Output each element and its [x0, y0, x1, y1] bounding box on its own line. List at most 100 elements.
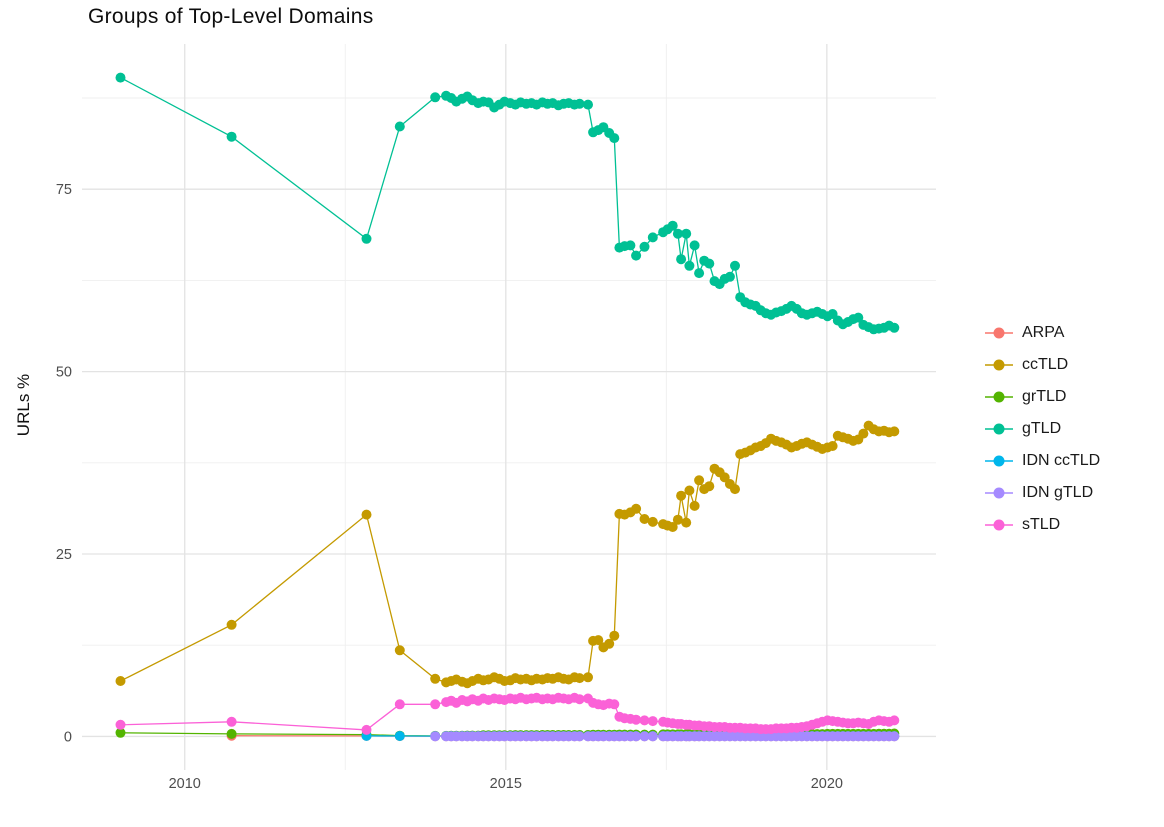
data-point — [631, 731, 642, 742]
data-point — [609, 699, 620, 710]
legend-item-ccTLD: ccTLD — [984, 349, 1100, 381]
x-tick-label: 2015 — [490, 776, 522, 792]
y-tick-label: 75 — [56, 182, 72, 198]
data-point — [730, 260, 740, 271]
data-point — [681, 517, 692, 528]
data-point — [639, 514, 650, 524]
data-point — [226, 131, 237, 142]
data-point — [115, 727, 126, 738]
legend-item-grTLD: grTLD — [984, 381, 1100, 413]
data-point — [361, 724, 372, 735]
data-point — [730, 484, 740, 495]
data-point — [694, 268, 705, 279]
legend-key-icon — [985, 519, 1013, 531]
data-point — [394, 645, 405, 656]
legend-key-dot — [993, 423, 1005, 435]
data-point — [889, 322, 900, 333]
data-point — [684, 485, 695, 496]
data-point — [430, 731, 441, 742]
data-point — [574, 98, 585, 109]
y-tick-label: 25 — [56, 547, 72, 563]
data-point — [430, 92, 441, 103]
data-point — [394, 731, 405, 741]
data-point — [361, 233, 372, 244]
data-point — [681, 228, 692, 239]
data-point — [684, 260, 695, 271]
legend-key-dot — [993, 519, 1005, 531]
data-point — [430, 699, 441, 710]
data-point — [704, 481, 715, 492]
data-point — [639, 715, 650, 726]
x-tick-label: 2020 — [811, 776, 843, 792]
data-point — [724, 271, 735, 282]
legend-item-sTLD: sTLD — [984, 509, 1100, 541]
data-point — [583, 672, 593, 683]
series-gTLD — [115, 72, 900, 335]
legend-item-ARPA: ARPA — [984, 317, 1100, 349]
legend: ARPA ccTLD grTLD gTLD IDN ccTLD IDN gTLD sTLD — [984, 317, 1100, 541]
data-point — [647, 232, 658, 243]
data-point — [604, 638, 615, 649]
legend-key-icon — [985, 391, 1013, 403]
legend-label: ARPA — [1022, 324, 1065, 341]
legend-item-gTLD: gTLD — [984, 413, 1100, 445]
data-point — [631, 250, 642, 261]
data-point — [430, 673, 441, 684]
data-point — [889, 426, 900, 437]
data-point — [639, 731, 650, 742]
y-tick-label: 50 — [56, 365, 72, 381]
series-line — [120, 77, 895, 330]
legend-item-IDN-ccTLD: IDN ccTLD — [984, 445, 1100, 477]
series-IDN-gTLD — [430, 731, 900, 742]
data-point — [574, 731, 585, 742]
data-point — [639, 241, 650, 252]
data-point — [226, 619, 237, 630]
series-ccTLD — [115, 420, 900, 689]
chart-title: Groups of Top-Level Domains — [88, 5, 374, 28]
data-point — [647, 731, 658, 742]
data-point — [394, 699, 405, 710]
data-point — [827, 441, 838, 451]
data-point — [593, 635, 604, 646]
series-sTLD — [115, 692, 900, 735]
legend-key-dot — [993, 487, 1005, 499]
data-point — [226, 716, 237, 727]
data-point — [226, 728, 237, 739]
legend-key-dot — [993, 359, 1005, 371]
legend-label: grTLD — [1022, 388, 1067, 405]
data-point — [609, 630, 620, 641]
data-point — [704, 258, 715, 269]
data-point — [115, 719, 126, 730]
data-point — [689, 240, 700, 251]
data-point — [609, 133, 620, 144]
data-point — [676, 254, 687, 265]
legend-key-icon — [985, 487, 1013, 499]
data-point — [694, 475, 705, 486]
legend-label: IDN gTLD — [1022, 484, 1094, 501]
legend-key-dot — [993, 391, 1005, 403]
data-point — [853, 312, 864, 323]
legend-label: gTLD — [1022, 420, 1062, 437]
data-point — [672, 228, 683, 239]
data-point — [667, 220, 678, 231]
data-point — [631, 714, 642, 725]
data-point — [689, 500, 700, 511]
data-point — [889, 731, 900, 742]
data-point — [889, 715, 900, 726]
y-tick-label: 0 — [64, 729, 72, 745]
legend-key-icon — [985, 455, 1013, 467]
data-point — [647, 716, 658, 727]
legend-key-icon — [985, 327, 1013, 339]
data-point — [631, 503, 642, 514]
legend-label: sTLD — [1022, 516, 1061, 533]
data-point — [858, 428, 869, 439]
data-point — [676, 490, 687, 501]
legend-item-IDN-gTLD: IDN gTLD — [984, 477, 1100, 509]
legend-key-dot — [993, 327, 1005, 339]
legend-key-dot — [993, 455, 1005, 467]
legend-key-icon — [985, 423, 1013, 435]
data-point — [115, 72, 126, 83]
data-point — [574, 694, 585, 705]
data-point — [647, 516, 658, 527]
data-point — [574, 673, 585, 684]
